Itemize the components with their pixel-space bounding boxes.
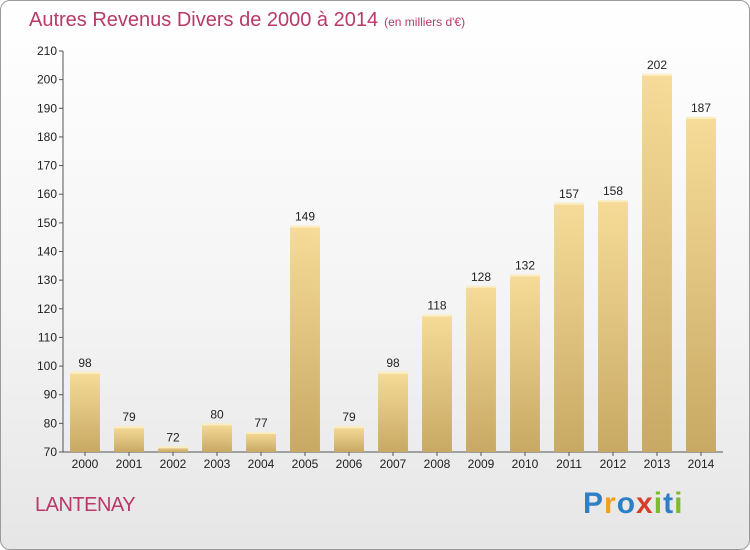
bar bbox=[642, 73, 672, 453]
y-tick-label: 200 bbox=[37, 73, 57, 87]
y-tick-label: 90 bbox=[44, 388, 58, 402]
x-tick-label: 2007 bbox=[380, 457, 407, 471]
data-label: 157 bbox=[559, 187, 579, 201]
bar-top-edge bbox=[114, 426, 144, 429]
x-tick-label: 2004 bbox=[248, 457, 275, 471]
bar-top-edge bbox=[466, 285, 496, 288]
data-label: 79 bbox=[342, 410, 356, 424]
y-tick-label: 130 bbox=[37, 273, 57, 287]
bar-top-edge bbox=[290, 225, 320, 228]
bar-top-edge bbox=[378, 371, 408, 374]
y-tick-label: 80 bbox=[44, 416, 58, 430]
bar-top-edge bbox=[246, 431, 276, 434]
bar-top-edge bbox=[510, 274, 540, 277]
x-tick-label: 2006 bbox=[336, 457, 363, 471]
data-label: 187 bbox=[691, 101, 711, 115]
data-label: 98 bbox=[78, 356, 92, 370]
data-label: 98 bbox=[386, 356, 400, 370]
y-tick-label: 210 bbox=[37, 44, 57, 58]
bar bbox=[686, 116, 716, 452]
bar bbox=[598, 199, 628, 452]
value-labels: 98 79 72 80 77 149 79 98 118 128 132 157 158 202 187 bbox=[78, 58, 711, 444]
bar bbox=[510, 274, 540, 452]
x-tick-label: 2001 bbox=[116, 457, 143, 471]
x-tick-label: 2002 bbox=[160, 457, 187, 471]
bar bbox=[378, 371, 408, 452]
bar bbox=[158, 446, 188, 452]
bar-top-edge bbox=[70, 371, 100, 374]
bar-top-edge bbox=[202, 423, 232, 426]
bar-top-edge bbox=[158, 446, 188, 449]
bar bbox=[422, 314, 452, 452]
logo-letter: i bbox=[674, 487, 684, 520]
y-tick-label: 110 bbox=[38, 330, 57, 344]
proxiti-logo: Proxiti bbox=[583, 487, 683, 521]
x-tick-label: 2011 bbox=[556, 457, 582, 471]
data-label: 128 bbox=[471, 270, 491, 284]
data-label: 149 bbox=[295, 210, 315, 224]
x-tick-label: 2005 bbox=[292, 457, 319, 471]
bar bbox=[70, 371, 100, 452]
bar-top-edge bbox=[686, 116, 716, 119]
x-tick-label: 2000 bbox=[72, 457, 99, 471]
bar bbox=[202, 423, 232, 452]
x-tick-label: 2010 bbox=[512, 457, 539, 471]
logo-letter: r bbox=[604, 487, 617, 520]
chart-subtitle: (en milliers d'€) bbox=[384, 15, 466, 29]
logo-letter: x bbox=[636, 487, 654, 520]
x-tick-label: 2013 bbox=[644, 457, 671, 471]
y-tick-label: 140 bbox=[37, 245, 57, 259]
data-label: 79 bbox=[122, 410, 136, 424]
bar-top-edge bbox=[334, 426, 364, 429]
x-axis: 2000 2001 2002 2003 2004 2005 2006 2007 2008 2009… bbox=[63, 451, 723, 471]
logo-letter: t bbox=[663, 487, 675, 520]
bar bbox=[114, 426, 144, 452]
y-tick-label: 150 bbox=[37, 216, 57, 230]
bar bbox=[290, 225, 320, 452]
bar-top-edge bbox=[598, 199, 628, 202]
y-tick-label: 170 bbox=[37, 159, 57, 173]
logo-letter: P bbox=[583, 487, 605, 520]
data-label: 132 bbox=[515, 258, 535, 272]
y-tick-label: 120 bbox=[37, 302, 57, 316]
bar bbox=[466, 285, 496, 452]
y-tick-label: 160 bbox=[37, 187, 57, 201]
data-label: 118 bbox=[427, 299, 446, 313]
x-tick-label: 2008 bbox=[424, 457, 451, 471]
x-tick-label: 2003 bbox=[204, 457, 231, 471]
bar bbox=[246, 431, 276, 452]
data-label: 158 bbox=[603, 184, 623, 198]
y-tick-label: 70 bbox=[44, 445, 58, 459]
chart-title: Autres Revenus Divers de 2000 à 2014 (en … bbox=[29, 9, 465, 32]
logo-letter: i bbox=[653, 487, 664, 520]
y-tick-label: 100 bbox=[37, 359, 57, 373]
data-label: 77 bbox=[254, 416, 268, 430]
bar-top-edge bbox=[554, 202, 584, 205]
bar bbox=[554, 202, 584, 452]
data-label: 72 bbox=[166, 430, 180, 444]
y-tick-label: 180 bbox=[37, 130, 57, 144]
logo-letter: o bbox=[616, 487, 637, 520]
data-label: 202 bbox=[647, 58, 667, 72]
bar bbox=[334, 426, 364, 452]
y-axis: 70 80 90 100 110 120 130 140 150 160 170 180 190 200 2… bbox=[37, 44, 64, 459]
data-label: 80 bbox=[210, 407, 224, 421]
bar-top-edge bbox=[422, 314, 452, 317]
title-text: Autres Revenus Divers de 2000 à 2014 bbox=[29, 9, 379, 31]
bars bbox=[70, 73, 716, 453]
x-tick-label: 2012 bbox=[600, 457, 627, 471]
bar-top-edge bbox=[642, 73, 672, 76]
x-tick-label: 2014 bbox=[688, 457, 715, 471]
commune-name: LANTENAY bbox=[35, 494, 136, 516]
y-tick-label: 190 bbox=[37, 101, 57, 115]
x-tick-label: 2009 bbox=[468, 457, 495, 471]
